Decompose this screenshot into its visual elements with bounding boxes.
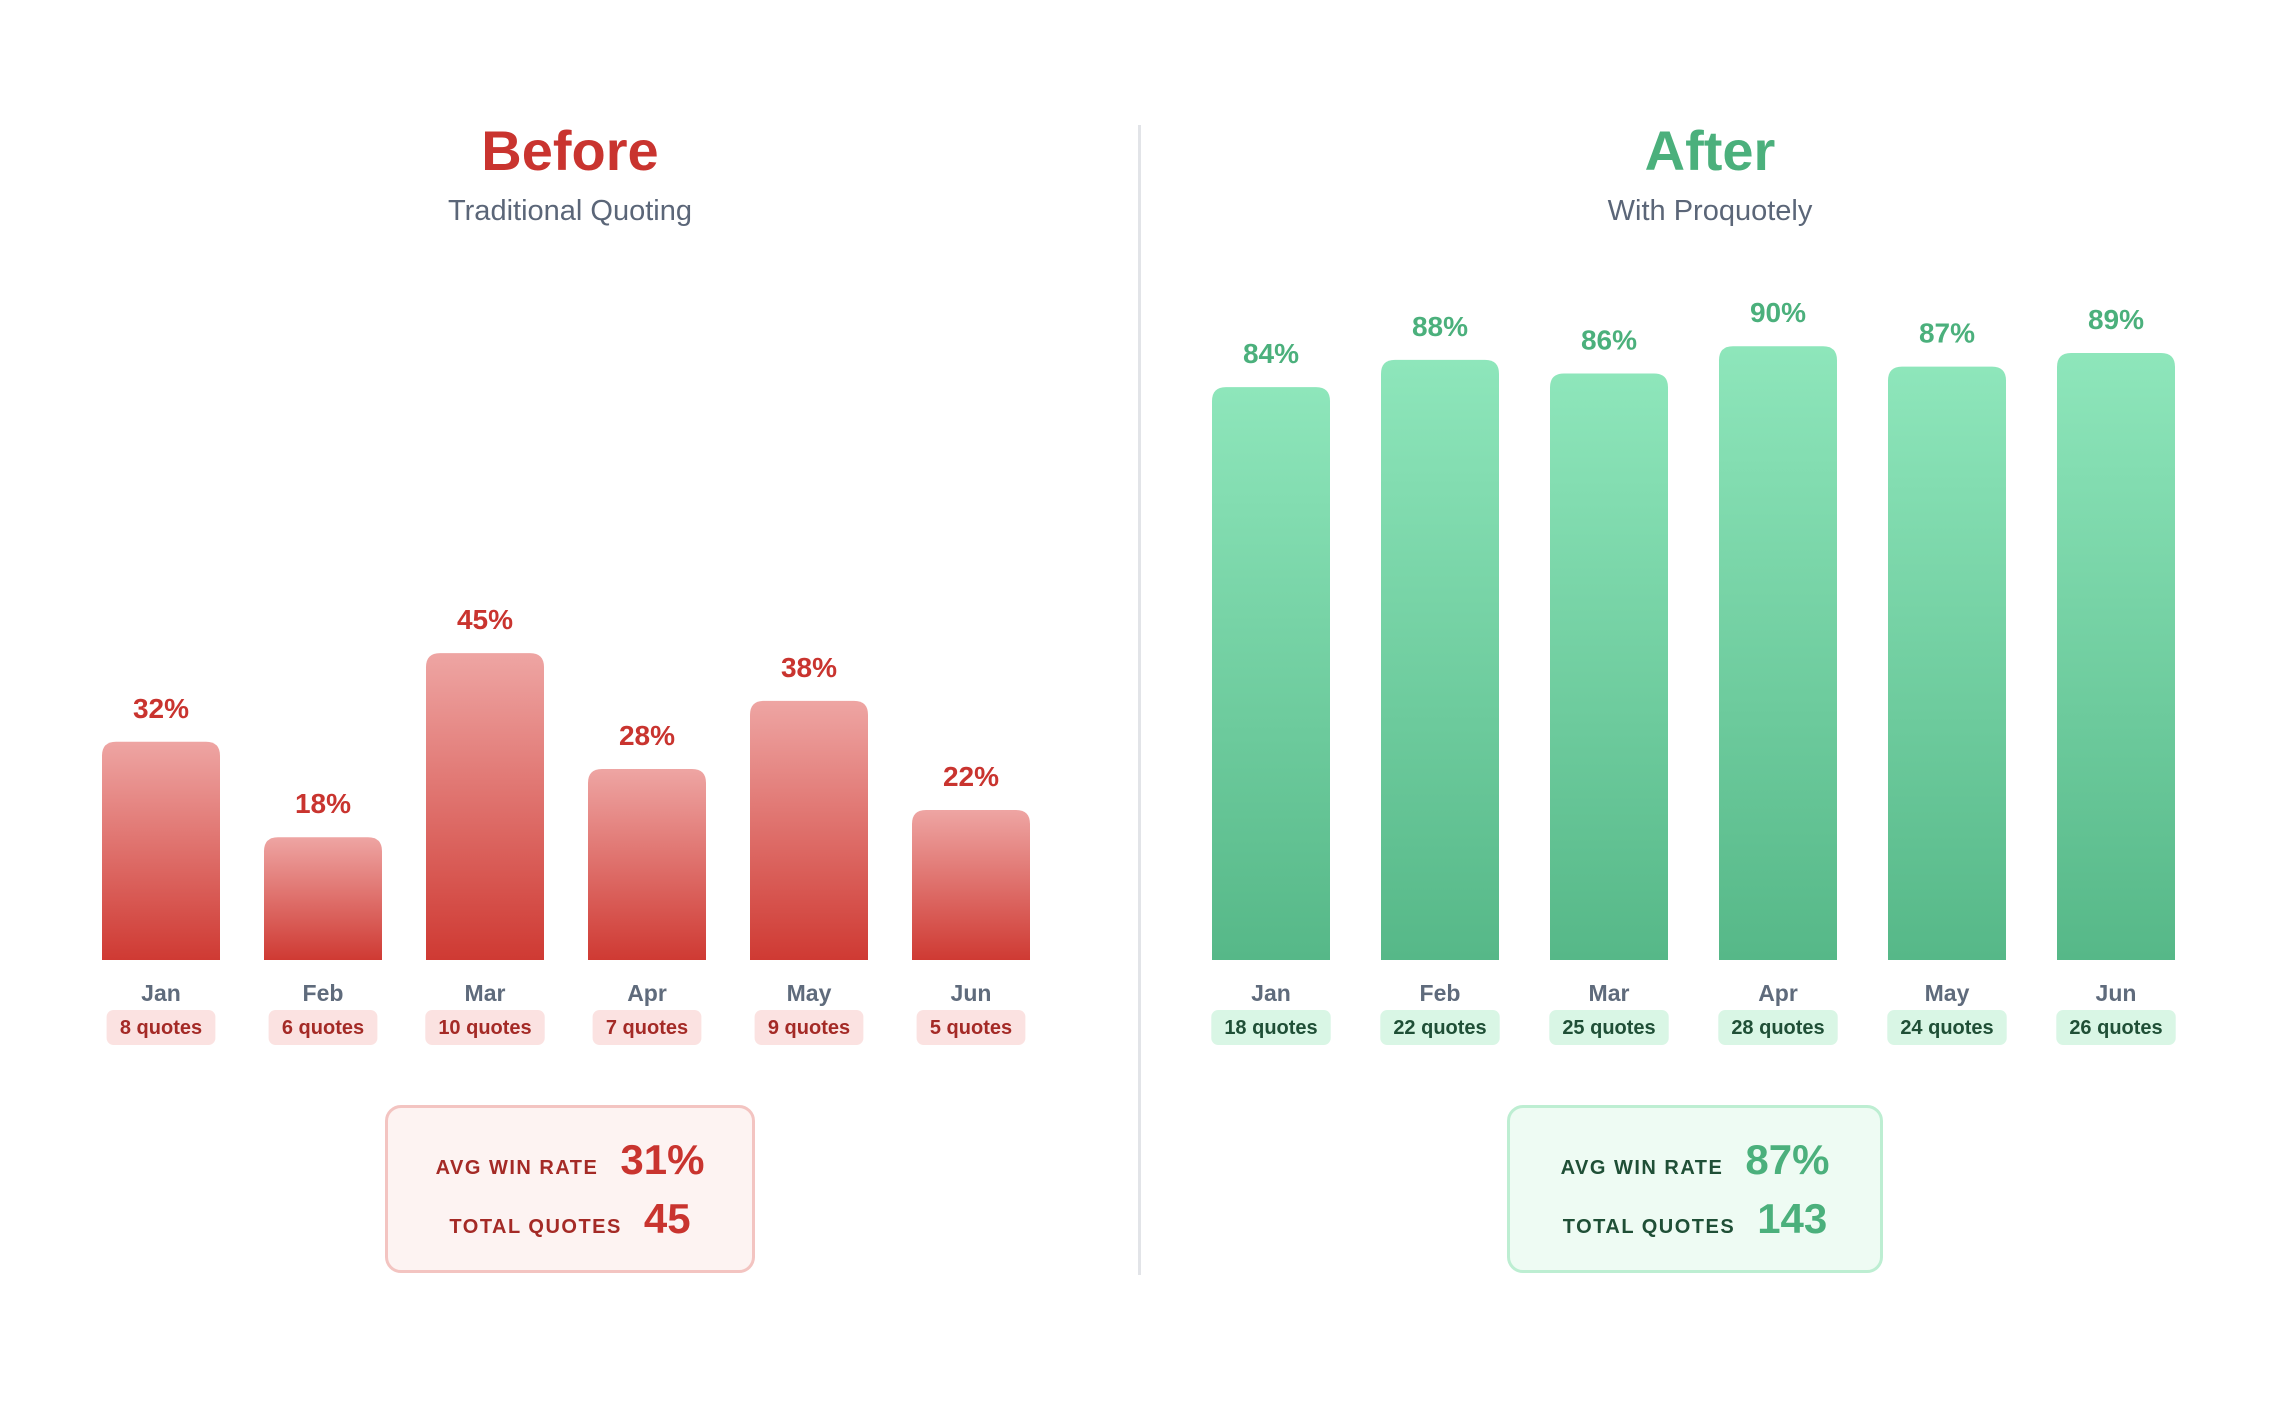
- before-stats-box: AVG WIN RATE 31% TOTAL QUOTES 45: [385, 1105, 755, 1273]
- after-bar-chart: 84% Jan 18 quotes 88% Feb 22 quotes 86% Mar 25 q…: [1211, 297, 2176, 1045]
- before-quote-label-may: 9 quotes: [768, 1017, 850, 1039]
- before-quote-label-apr: 7 quotes: [606, 1017, 688, 1039]
- before-value-label-apr: 28%: [619, 720, 675, 751]
- before-bar-feb: [264, 837, 382, 960]
- after-value-label-mar: 86%: [1581, 324, 1637, 355]
- after-month-label-may: May: [1925, 980, 1970, 1006]
- before-quote-pill-mar: [425, 1010, 545, 1045]
- before-total-quotes-label: TOTAL QUOTES: [449, 1216, 622, 1238]
- after-value-label-may: 87%: [1919, 318, 1975, 349]
- after-quote-pill-jan: [1211, 1010, 1331, 1045]
- after-total-quotes-value: 143: [1757, 1195, 1828, 1242]
- before-quote-label-mar: 10 quotes: [438, 1017, 531, 1039]
- before-quote-label-feb: 6 quotes: [282, 1017, 364, 1039]
- before-quote-pill-jan: [106, 1010, 216, 1045]
- after-value-label-feb: 88%: [1412, 311, 1468, 342]
- after-stats-box: AVG WIN RATE 87% TOTAL QUOTES 143: [1507, 1105, 1883, 1273]
- after-value-label-apr: 90%: [1750, 297, 1806, 328]
- before-title: Before: [481, 119, 659, 182]
- before-bar-mar: [426, 653, 544, 960]
- panel-divider: [1138, 125, 1141, 1275]
- after-quote-pill-feb: [1380, 1010, 1500, 1045]
- before-month-label-feb: Feb: [303, 980, 344, 1006]
- after-subtitle: With Proquotely: [1607, 195, 1813, 227]
- after-bar-jun: [2057, 353, 2175, 960]
- after-quote-label-jan: 18 quotes: [1224, 1017, 1317, 1039]
- before-subtitle: Traditional Quoting: [448, 195, 692, 227]
- before-quote-pill-jun: [916, 1010, 1026, 1045]
- after-quote-pill-mar: [1549, 1010, 1669, 1045]
- after-title: After: [1644, 119, 1776, 182]
- after-quote-label-feb: 22 quotes: [1393, 1017, 1486, 1039]
- before-quote-pill-feb: [268, 1010, 378, 1045]
- after-quote-label-mar: 25 quotes: [1562, 1017, 1655, 1039]
- before-value-label-jun: 22%: [943, 761, 999, 792]
- before-month-label-apr: Apr: [627, 980, 667, 1006]
- after-bar-jan: [1212, 387, 1330, 960]
- before-quote-label-jun: 5 quotes: [930, 1017, 1012, 1039]
- before-quote-label-jan: 8 quotes: [120, 1017, 202, 1039]
- after-month-label-mar: Mar: [1589, 980, 1630, 1006]
- after-bar-may: [1888, 366, 2006, 960]
- after-bar-apr: [1719, 346, 1837, 960]
- before-bar-chart: 32% Jan 8 quotes 18% Feb 6 quotes 45% Mar 10 quo…: [102, 604, 1030, 1045]
- before-value-label-may: 38%: [781, 652, 837, 683]
- after-quote-pill-apr: [1718, 1010, 1838, 1045]
- after-bar-feb: [1381, 359, 1499, 961]
- after-value-label-jun: 89%: [2088, 304, 2144, 335]
- after-quote-label-jun: 26 quotes: [2069, 1017, 2162, 1039]
- after-avg-win-rate-label: AVG WIN RATE: [1560, 1157, 1724, 1179]
- before-month-label-may: May: [787, 980, 832, 1006]
- after-quote-label-apr: 28 quotes: [1731, 1017, 1824, 1039]
- before-bar-apr: [588, 769, 706, 960]
- after-month-label-apr: Apr: [1758, 980, 1798, 1006]
- before-value-label-jan: 32%: [133, 693, 189, 724]
- after-month-label-feb: Feb: [1420, 980, 1461, 1006]
- before-value-label-mar: 45%: [457, 604, 513, 635]
- after-total-quotes-label: TOTAL QUOTES: [1562, 1216, 1736, 1238]
- after-month-label-jun: Jun: [2096, 980, 2137, 1006]
- after-panel: After With Proquotely 84% Jan 18 quotes 88%…: [1140, 0, 2280, 1406]
- after-quote-pill-may: [1887, 1010, 2007, 1045]
- after-value-label-jan: 84%: [1243, 338, 1299, 369]
- before-month-label-jun: Jun: [951, 980, 992, 1006]
- before-bar-may: [750, 700, 868, 960]
- after-bar-mar: [1550, 373, 1668, 961]
- before-avg-win-rate-label: AVG WIN RATE: [435, 1157, 599, 1179]
- before-bar-jun: [912, 809, 1030, 960]
- after-quote-pill-jun: [2056, 1010, 2176, 1045]
- before-total-quotes-value: 45: [643, 1195, 691, 1242]
- before-quote-pill-may: [754, 1010, 864, 1045]
- before-month-label-jan: Jan: [141, 980, 181, 1006]
- before-month-label-mar: Mar: [465, 980, 506, 1006]
- after-avg-win-rate-value: 87%: [1745, 1136, 1830, 1183]
- before-quote-pill-apr: [592, 1010, 702, 1045]
- after-quote-label-may: 24 quotes: [1900, 1017, 1993, 1039]
- before-value-label-feb: 18%: [295, 788, 351, 819]
- before-avg-win-rate-value: 31%: [620, 1136, 705, 1183]
- after-month-label-jan: Jan: [1251, 980, 1291, 1006]
- before-panel: Before Traditional Quoting 32% Jan 8 quote…: [102, 119, 1030, 1273]
- before-bar-jan: [102, 741, 220, 960]
